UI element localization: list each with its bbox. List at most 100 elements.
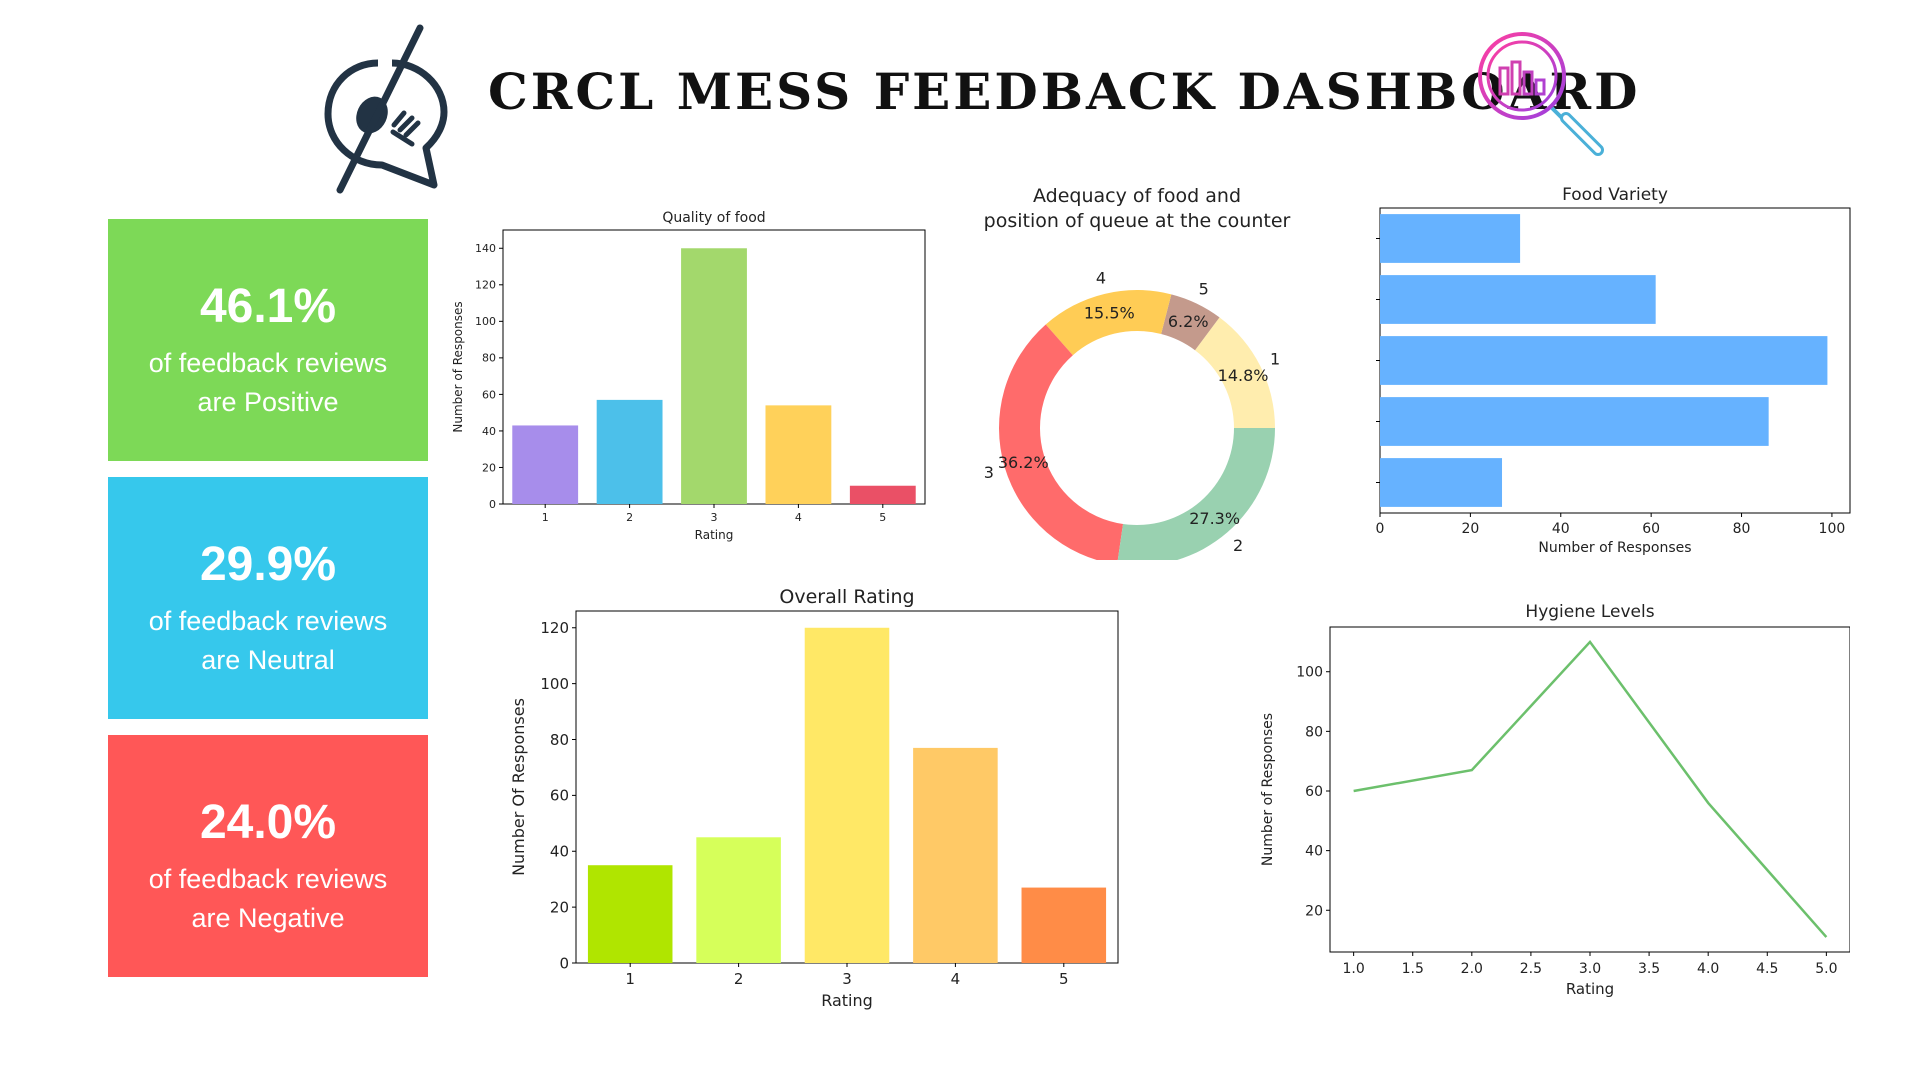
y-tick-label: 20 [1305, 903, 1323, 919]
slice-category-label: 3 [984, 463, 994, 482]
neutral-summary-card: 29.9% of feedback reviews are Neutral [108, 477, 428, 719]
x-axis-label: Rating [821, 991, 873, 1010]
y-tick-label: 80 [1305, 724, 1323, 740]
slice-percent-label: 36.2% [998, 453, 1049, 472]
y-tick-label: 0 [489, 498, 496, 511]
y-tick-label: 100 [475, 315, 496, 328]
slice-category-label: 2 [1233, 536, 1243, 555]
x-tick-label: 1.0 [1343, 961, 1365, 977]
negative-line-1: of feedback reviews [148, 864, 388, 894]
slice-category-label: 4 [1096, 269, 1106, 288]
negative-line-2: are Negative [191, 903, 345, 933]
positive-line-2: are Positive [197, 387, 339, 417]
x-tick-label: 2 [734, 970, 744, 988]
quality-of-food-chart: Quality of food 1 2 3 4 5 0 20 40 60 80 100 120 140 Ra… [451, 210, 926, 542]
variety-bar [1380, 397, 1769, 446]
bar-3 [804, 627, 890, 963]
variety-bar [1380, 336, 1828, 385]
x-tick-label: 5.0 [1815, 961, 1837, 977]
slice-4 [1045, 290, 1172, 356]
x-tick-label: 5 [879, 511, 886, 524]
y-tick-label: 120 [475, 279, 496, 292]
slice-percent-label: 14.8% [1218, 366, 1269, 385]
bar-2 [596, 399, 663, 504]
hygiene-levels-chart: Hygiene Levels 1.0 1.5 2.0 2.5 3.0 3.5 4.0 4.5 5.… [1260, 602, 1850, 998]
x-tick-label: 60 [1642, 521, 1660, 537]
slice-5 [1161, 294, 1220, 351]
chart-title: Hygiene Levels [1525, 602, 1654, 622]
chart-title: Food Variety [1562, 185, 1668, 205]
x-tick-label: 2.0 [1461, 961, 1483, 977]
y-tick-label: 20 [550, 898, 569, 916]
slice-1 [1194, 317, 1275, 428]
negative-percent: 24.0% [199, 796, 337, 849]
y-tick-label: 140 [475, 242, 496, 255]
hygiene-series-line [1353, 639, 1828, 938]
y-axis-label: Number of Responses [1260, 713, 1276, 866]
y-tick-label: 100 [1296, 665, 1323, 681]
chart-title: Quality of food [662, 210, 765, 226]
y-tick-label: 40 [550, 843, 569, 861]
y-tick-label: 20 [482, 461, 496, 474]
slice-percent-label: 27.3% [1189, 509, 1240, 528]
negative-summary-card: 24.0% of feedback reviews are Negative [108, 735, 428, 977]
bar-5 [849, 485, 916, 504]
x-tick-label: 1 [625, 970, 635, 988]
x-tick-label: 4 [795, 511, 802, 524]
x-tick-label: 4.0 [1697, 961, 1719, 977]
x-tick-label: 3 [711, 511, 718, 524]
bar-1 [512, 425, 579, 504]
x-tick-label: 20 [1461, 521, 1479, 537]
slice-2 [1117, 428, 1275, 560]
x-tick-label: 80 [1733, 521, 1751, 537]
chart-title: Overall Rating [779, 586, 914, 608]
food-variety-chart: Food Variety 0 20 40 60 80 100 Number of Respon… [1376, 185, 1851, 556]
y-axis-label: Number Of Responses [509, 698, 528, 876]
x-tick-label: 4 [951, 970, 961, 988]
positive-percent: 46.1% [199, 280, 337, 333]
chart-title-line: Adequacy of food and [1033, 185, 1241, 207]
y-tick-label: 40 [482, 425, 496, 438]
y-axis-label: Number of Responses [451, 301, 465, 432]
y-tick-label: 80 [550, 731, 569, 749]
bar-4 [913, 747, 998, 963]
positive-summary-card: 46.1% of feedback reviews are Positive [108, 219, 428, 461]
page-title: CRCL MESS FEEDBACK DASHBOARD [488, 62, 1641, 121]
x-tick-label: 3 [842, 970, 852, 988]
y-tick-label: 60 [482, 388, 496, 401]
bar-4 [765, 405, 832, 504]
plot-frame [1329, 626, 1850, 953]
bar-5 [1021, 887, 1107, 963]
bar-2 [696, 837, 781, 963]
x-tick-label: 2.5 [1520, 961, 1542, 977]
x-tick-label: 3.0 [1579, 961, 1601, 977]
slice-percent-label: 6.2% [1168, 312, 1209, 331]
no-food-chat-icon [316, 20, 456, 199]
slice-category-label: 5 [1199, 280, 1209, 299]
bar-1 [587, 865, 673, 963]
adequacy-donut-chart: Adequacy of food and position of queue at… [984, 185, 1291, 560]
variety-bar [1380, 214, 1521, 263]
slice-percent-label: 15.5% [1084, 304, 1135, 323]
y-tick-label: 0 [559, 954, 569, 972]
variety-bar [1380, 458, 1503, 507]
x-tick-label: 40 [1552, 521, 1570, 537]
y-tick-label: 40 [1305, 844, 1323, 860]
y-tick-label: 80 [482, 352, 496, 365]
neutral-line-2: are Neutral [201, 645, 335, 675]
x-axis-label: Rating [1566, 980, 1614, 998]
variety-bar [1380, 275, 1656, 324]
x-tick-label: 0 [1376, 521, 1385, 537]
magnifier-chart-icon [1470, 28, 1620, 172]
x-tick-label: 2 [626, 511, 633, 524]
slice-3 [999, 324, 1124, 560]
bar-3 [681, 248, 747, 504]
x-tick-label: 4.5 [1756, 961, 1778, 977]
slice-category-label: 1 [1270, 350, 1280, 369]
positive-line-1: of feedback reviews [148, 348, 388, 378]
chart-title-line: position of queue at the counter [984, 210, 1291, 232]
x-tick-label: 1 [542, 511, 549, 524]
x-tick-label: 3.5 [1638, 961, 1660, 977]
y-tick-label: 120 [540, 619, 569, 637]
overall-rating-chart: Overall Rating 1 2 3 4 5 0 20 40 60 80 100 120 Rating… [509, 586, 1119, 1010]
